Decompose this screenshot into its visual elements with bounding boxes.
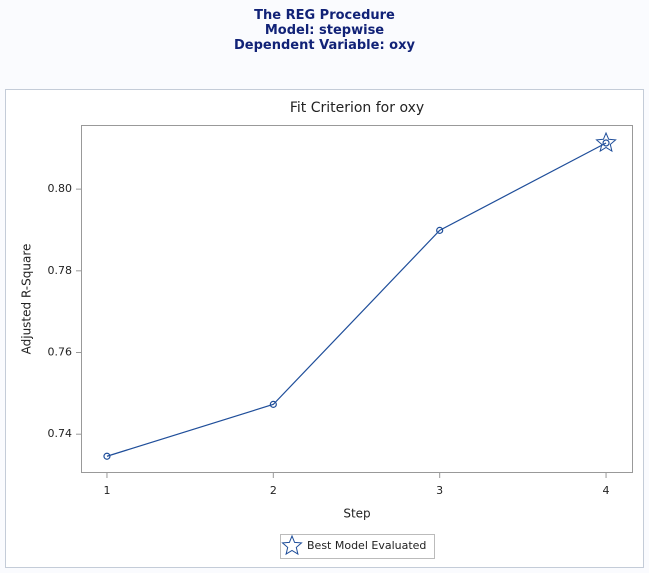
point: [103, 452, 111, 460]
y-tick-label: 0.76: [48, 346, 73, 359]
chart-title: Fit Criterion for oxy: [290, 100, 424, 116]
x-tick-label: 2: [270, 484, 277, 497]
point: [269, 400, 277, 408]
x-tick-label: 3: [436, 484, 443, 497]
y-tick-label: 0.74: [48, 427, 73, 440]
y-tick-label: 0.80: [48, 182, 73, 195]
legend-box: [280, 534, 435, 559]
best-model-marker: [595, 131, 617, 153]
plot-frame: [81, 125, 633, 473]
point: [436, 226, 444, 234]
header-model: Model: stepwise: [264, 23, 385, 38]
y-tick-label: 0.78: [48, 264, 73, 277]
x-axis-label: Step: [343, 507, 370, 521]
x-tick-label: 1: [103, 484, 110, 497]
legend-symbol: [281, 534, 303, 556]
x-tick-label: 4: [603, 484, 610, 497]
legend-label: Best Model Evaluated: [307, 539, 426, 552]
y-axis-label: Adjusted R-Square: [20, 244, 34, 355]
point: [602, 139, 610, 147]
header-title: The REG Procedure: [254, 8, 395, 23]
line: [106, 142, 607, 457]
header-dependent: Dependent Variable: oxy: [234, 38, 415, 53]
graph-panel: [5, 89, 644, 568]
